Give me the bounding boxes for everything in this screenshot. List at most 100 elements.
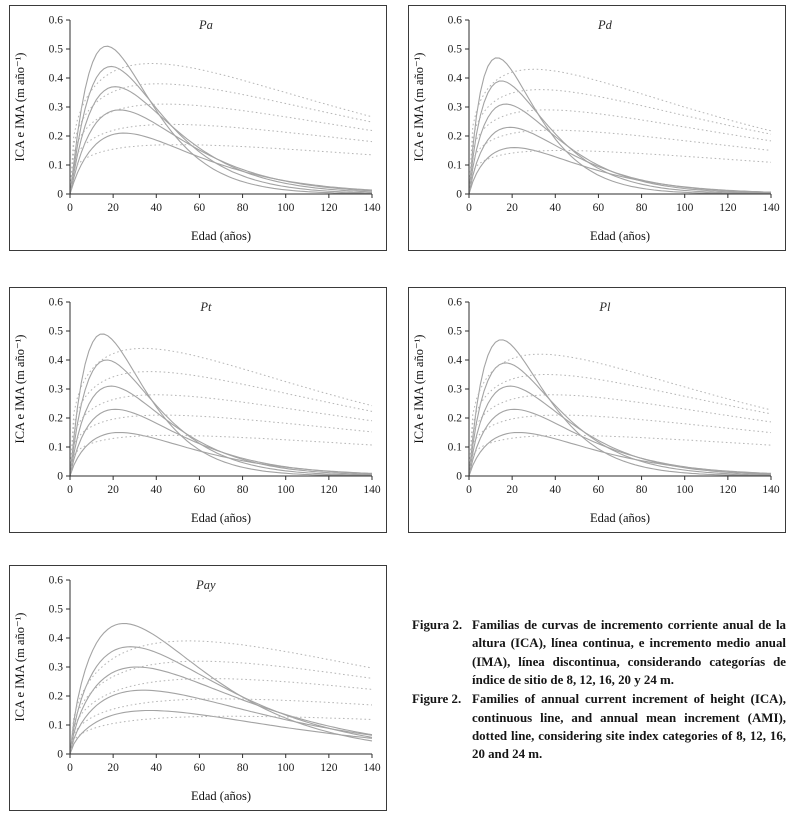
curve-ima-is16 [468, 394, 772, 477]
curve-ica-is24 [69, 333, 373, 477]
x-axis-label: Edad (años) [590, 229, 650, 243]
caption-spanish-label: Figura 2. [412, 618, 463, 632]
y-tick-label: 0 [57, 749, 63, 761]
curve-ima-is8 [468, 150, 772, 195]
x-tick-label: 20 [107, 484, 119, 496]
curve-ica-is12 [468, 408, 772, 477]
curve-ima-is20 [468, 374, 772, 477]
caption-english-text: Families of annual current increment of … [472, 692, 786, 762]
x-tick-label: 0 [67, 484, 73, 496]
curve-ima-is12 [69, 123, 373, 195]
x-tick-label: 0 [67, 762, 73, 774]
curve-ica-is16 [468, 103, 772, 195]
x-tick-label: 20 [107, 762, 119, 774]
y-axis-label: ICA e IMA (m año⁻¹) [13, 335, 27, 444]
x-axis-label: Edad (años) [191, 789, 251, 803]
x-tick-label: 100 [277, 202, 295, 214]
pay-chart: 0 20 40 60 80 100 120 140 0 0.1 0.2 0.3 0.4 0.5 0.6 Pay… [13, 575, 381, 804]
y-tick-label: 0.2 [49, 131, 64, 143]
pt-chart: 0 20 40 60 80 100 120 140 0 0.1 0.2 0.3 0.4 0.5 0.6 Pt E… [13, 297, 381, 526]
x-tick-label: 80 [237, 484, 249, 496]
y-tick-label: 0.1 [448, 442, 463, 454]
y-tick-label: 0.6 [448, 297, 463, 309]
y-tick-label: 0.3 [49, 102, 64, 114]
y-tick-label: 0.1 [448, 160, 463, 172]
curve-ica-is12 [69, 689, 373, 755]
pa-chart: 0 20 40 60 80 100 120 140 0 0.1 0.2 0.3 0.4 0.5 0.6 Pa E… [13, 15, 381, 244]
x-axis-label: Edad (años) [590, 511, 650, 525]
curve-ima-is12 [468, 414, 772, 477]
x-tick-label: 20 [107, 202, 119, 214]
panel-title: Pa [198, 18, 213, 32]
curve-ima-is20 [468, 89, 772, 195]
x-tick-label: 0 [466, 484, 472, 496]
curve-ica-is16 [69, 666, 373, 755]
y-tick-label: 0.5 [448, 44, 463, 56]
panel-title: Pd [597, 18, 613, 32]
curve-ica-is20 [468, 80, 772, 195]
chart-panel-pt: 0 20 40 60 80 100 120 140 0 0.1 0.2 0.3 0.4 0.5 0.6 Pt E… [9, 287, 387, 533]
x-tick-label: 140 [762, 202, 780, 214]
y-tick-label: 0.1 [49, 442, 64, 454]
y-axis-label: ICA e IMA (m año⁻¹) [13, 613, 27, 722]
curve-ima-is12 [69, 698, 373, 755]
caption-spanish-text: Familias de curvas de incremento corrien… [472, 618, 786, 687]
x-tick-label: 120 [320, 202, 338, 214]
curve-ima-is16 [468, 109, 772, 195]
curve-ica-is16 [468, 385, 772, 477]
y-tick-label: 0.2 [448, 413, 463, 425]
chart-panel-pa: 0 20 40 60 80 100 120 140 0 0.1 0.2 0.3 0.4 0.5 0.6 Pa E… [9, 5, 387, 251]
x-axis-label: Edad (años) [191, 229, 251, 243]
x-tick-label: 40 [151, 762, 163, 774]
chart-panel-pl: 0 20 40 60 80 100 120 140 0 0.1 0.2 0.3 0.4 0.5 0.6 Pl E… [408, 287, 786, 533]
x-tick-label: 60 [194, 762, 206, 774]
y-tick-label: 0.5 [49, 44, 64, 56]
y-tick-label: 0.6 [448, 15, 463, 27]
panel-title: Pay [195, 578, 216, 592]
y-tick-label: 0 [57, 471, 63, 483]
curve-ica-is8 [69, 709, 373, 755]
y-tick-label: 0.2 [49, 691, 64, 703]
y-axis-label: ICA e IMA (m año⁻¹) [412, 335, 426, 444]
x-tick-label: 80 [636, 484, 648, 496]
y-tick-label: 0.3 [49, 662, 64, 674]
x-tick-label: 140 [363, 762, 381, 774]
curve-ima-is12 [69, 414, 373, 477]
y-tick-label: 0.2 [49, 413, 64, 425]
x-tick-label: 0 [67, 202, 73, 214]
curve-ica-is8 [69, 132, 373, 195]
y-tick-label: 0.3 [49, 384, 64, 396]
curve-ica-is24 [468, 57, 771, 195]
curve-ica-is20 [69, 359, 373, 477]
curve-ica-is24 [468, 339, 771, 477]
curve-ica-is24 [69, 622, 373, 755]
y-tick-label: 0.6 [49, 575, 64, 587]
curve-ica-is8 [468, 431, 772, 477]
x-tick-label: 60 [593, 484, 605, 496]
curve-ima-is16 [69, 103, 373, 195]
curve-ica-is16 [69, 86, 373, 195]
curve-ica-is16 [69, 385, 373, 477]
curve-ima-is16 [69, 394, 373, 477]
y-axis-label: ICA e IMA (m año⁻¹) [412, 53, 426, 162]
curve-ima-is8 [69, 144, 373, 195]
curve-ima-is8 [69, 715, 373, 755]
y-tick-label: 0.4 [49, 633, 64, 645]
x-tick-label: 80 [237, 762, 249, 774]
curve-ima-is20 [69, 660, 373, 755]
curve-ima-is24 [468, 68, 772, 195]
x-tick-label: 140 [762, 484, 780, 496]
curve-ica-is12 [468, 126, 772, 195]
curve-ima-is24 [69, 63, 373, 195]
curve-ima-is24 [69, 640, 373, 755]
y-tick-label: 0.1 [49, 720, 64, 732]
curve-ica-is8 [468, 147, 772, 195]
curve-ima-is24 [468, 353, 772, 477]
y-tick-label: 0.1 [49, 160, 64, 172]
x-tick-label: 60 [593, 202, 605, 214]
y-tick-label: 0.4 [49, 73, 64, 85]
chart-panel-pay: 0 20 40 60 80 100 120 140 0 0.1 0.2 0.3 0.4 0.5 0.6 Pay… [9, 565, 387, 811]
y-tick-label: 0.5 [49, 604, 64, 616]
y-tick-label: 0.5 [49, 326, 64, 338]
x-tick-label: 40 [550, 484, 562, 496]
